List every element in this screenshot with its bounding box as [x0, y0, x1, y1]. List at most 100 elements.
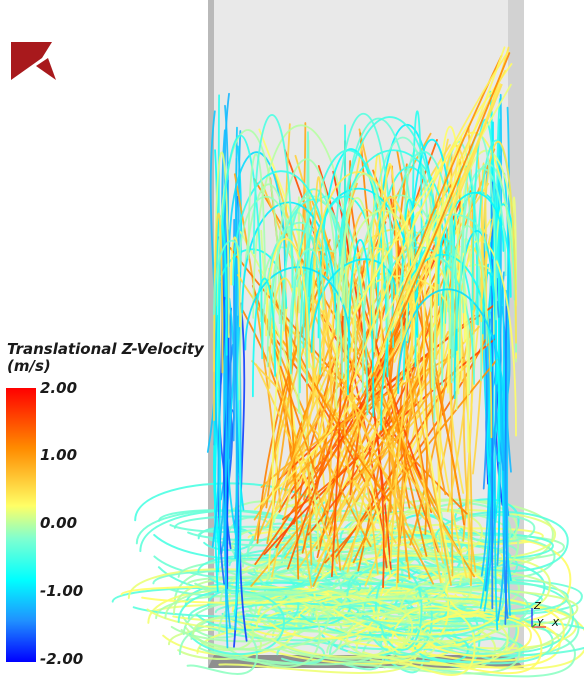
streamline — [390, 46, 506, 332]
streamline — [216, 134, 264, 382]
streamline — [260, 179, 407, 521]
streamline — [236, 145, 245, 511]
streamline — [397, 294, 442, 584]
streamline — [190, 607, 390, 666]
logo-icon — [11, 42, 56, 80]
streamline — [135, 509, 314, 580]
axis-label-x: X — [552, 618, 559, 629]
legend-title: Translational Z-Velocity (m/s) — [7, 341, 204, 375]
streamline — [374, 568, 423, 651]
streamline — [238, 196, 295, 275]
axes-triad-icon — [531, 608, 546, 628]
streamline — [393, 83, 502, 363]
streamline — [471, 118, 497, 311]
streamline — [347, 239, 375, 417]
streamline — [452, 225, 488, 347]
streamline — [177, 558, 346, 596]
streamline — [328, 564, 484, 586]
streamline — [229, 316, 233, 461]
streamline — [265, 237, 310, 369]
streamline — [266, 545, 448, 616]
streamline — [356, 194, 452, 350]
streamline — [390, 605, 476, 676]
streamline — [416, 614, 533, 657]
colorbar-tick-0: 0.00 — [40, 514, 78, 532]
streamline — [217, 282, 222, 573]
column-left-wall — [208, 0, 214, 668]
streamline — [405, 174, 453, 570]
axis-label-y: Y — [537, 618, 544, 629]
streamline — [343, 320, 363, 532]
streamline — [506, 106, 511, 616]
streamline — [480, 140, 517, 344]
streamline — [361, 579, 433, 656]
legend-title-line1: Translational Z-Velocity — [7, 340, 204, 358]
streamline — [379, 565, 450, 648]
streamline — [214, 327, 219, 592]
streamline — [346, 608, 509, 667]
streamline — [260, 351, 460, 488]
streamline — [269, 228, 338, 335]
streamline — [437, 191, 505, 285]
streamline — [288, 248, 325, 360]
streamline — [269, 285, 390, 502]
streamline — [216, 129, 281, 325]
streamline — [369, 196, 414, 352]
streamline — [351, 50, 510, 386]
streamline — [389, 52, 511, 343]
streamline — [395, 83, 503, 312]
colorbar — [6, 388, 36, 662]
streamline — [397, 288, 506, 422]
streamline — [389, 138, 449, 562]
streamline — [177, 589, 286, 656]
streamline — [462, 167, 507, 277]
streamline — [302, 506, 520, 586]
streamline — [268, 277, 301, 389]
streamline — [255, 595, 414, 658]
streamline — [458, 133, 498, 361]
streamline — [232, 170, 329, 286]
streamline — [267, 563, 345, 582]
streamline — [241, 201, 337, 314]
streamline — [333, 112, 394, 298]
streamline — [192, 617, 255, 651]
streamline — [373, 69, 507, 373]
streamline — [227, 297, 238, 541]
colorbar-tick-1: 1.00 — [40, 446, 78, 464]
streamline — [213, 239, 242, 316]
streamline — [256, 307, 435, 585]
streamline — [389, 533, 556, 581]
streamline — [230, 236, 241, 328]
axis-label-z: Z — [534, 601, 541, 612]
streamline — [247, 153, 267, 305]
streamline — [258, 128, 392, 576]
streamline — [346, 278, 476, 578]
streamline — [233, 602, 360, 621]
streamline — [218, 591, 321, 668]
colorbar-tick-neg1: -1.00 — [40, 582, 84, 600]
streamline — [307, 195, 376, 336]
colorbar-tick-max: 2.00 — [40, 379, 78, 397]
streamline — [272, 158, 340, 362]
streamline — [164, 586, 330, 651]
streamline — [467, 206, 496, 579]
colorbar-tick-min: -2.00 — [40, 650, 84, 668]
streamline — [341, 173, 390, 345]
streamline — [401, 198, 419, 338]
streamline — [120, 585, 330, 604]
streamline — [353, 275, 456, 338]
streamline — [494, 98, 502, 524]
streamline — [252, 114, 294, 289]
streamline — [213, 212, 224, 421]
streamline — [284, 322, 460, 555]
streamline — [278, 591, 365, 627]
particle-streamlines — [111, 46, 584, 678]
streamline — [389, 509, 483, 556]
streamline — [272, 318, 320, 550]
streamline — [239, 302, 248, 642]
streamline — [252, 277, 276, 398]
streamline — [399, 571, 572, 653]
streamline — [167, 628, 263, 661]
streamline — [211, 314, 220, 548]
